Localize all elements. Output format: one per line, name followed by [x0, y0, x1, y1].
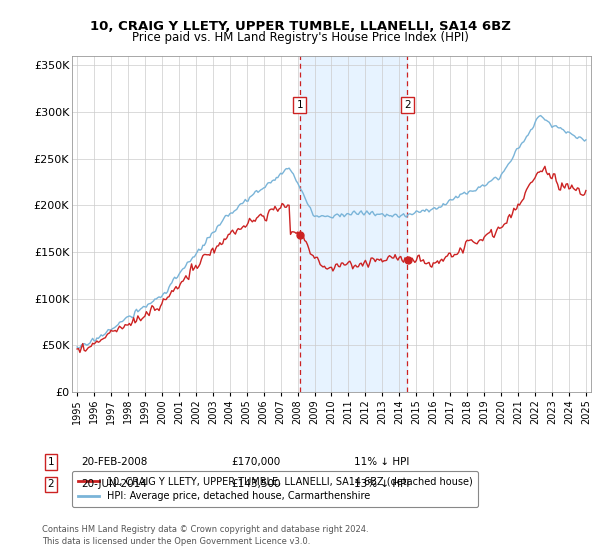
Legend: 10, CRAIG Y LLETY, UPPER TUMBLE, LLANELLI, SA14 6BZ (detached house), HPI: Avera: 10, CRAIG Y LLETY, UPPER TUMBLE, LLANELL… [71, 471, 478, 507]
Text: This data is licensed under the Open Government Licence v3.0.: This data is licensed under the Open Gov… [42, 537, 310, 546]
Text: Price paid vs. HM Land Registry's House Price Index (HPI): Price paid vs. HM Land Registry's House … [131, 31, 469, 44]
Text: 10, CRAIG Y LLETY, UPPER TUMBLE, LLANELLI, SA14 6BZ: 10, CRAIG Y LLETY, UPPER TUMBLE, LLANELL… [89, 20, 511, 32]
Text: 1: 1 [47, 457, 55, 467]
Text: 2: 2 [404, 100, 410, 110]
Text: 13% ↓ HPI: 13% ↓ HPI [354, 479, 409, 489]
Text: £170,000: £170,000 [231, 457, 280, 467]
Text: 1: 1 [296, 100, 303, 110]
Bar [300, 56, 407, 392]
Text: 11% ↓ HPI: 11% ↓ HPI [354, 457, 409, 467]
Text: 2: 2 [47, 479, 55, 489]
Text: £143,500: £143,500 [231, 479, 281, 489]
Text: 20-FEB-2008: 20-FEB-2008 [81, 457, 148, 467]
Text: Contains HM Land Registry data © Crown copyright and database right 2024.: Contains HM Land Registry data © Crown c… [42, 525, 368, 534]
Text: 20-JUN-2014: 20-JUN-2014 [81, 479, 147, 489]
